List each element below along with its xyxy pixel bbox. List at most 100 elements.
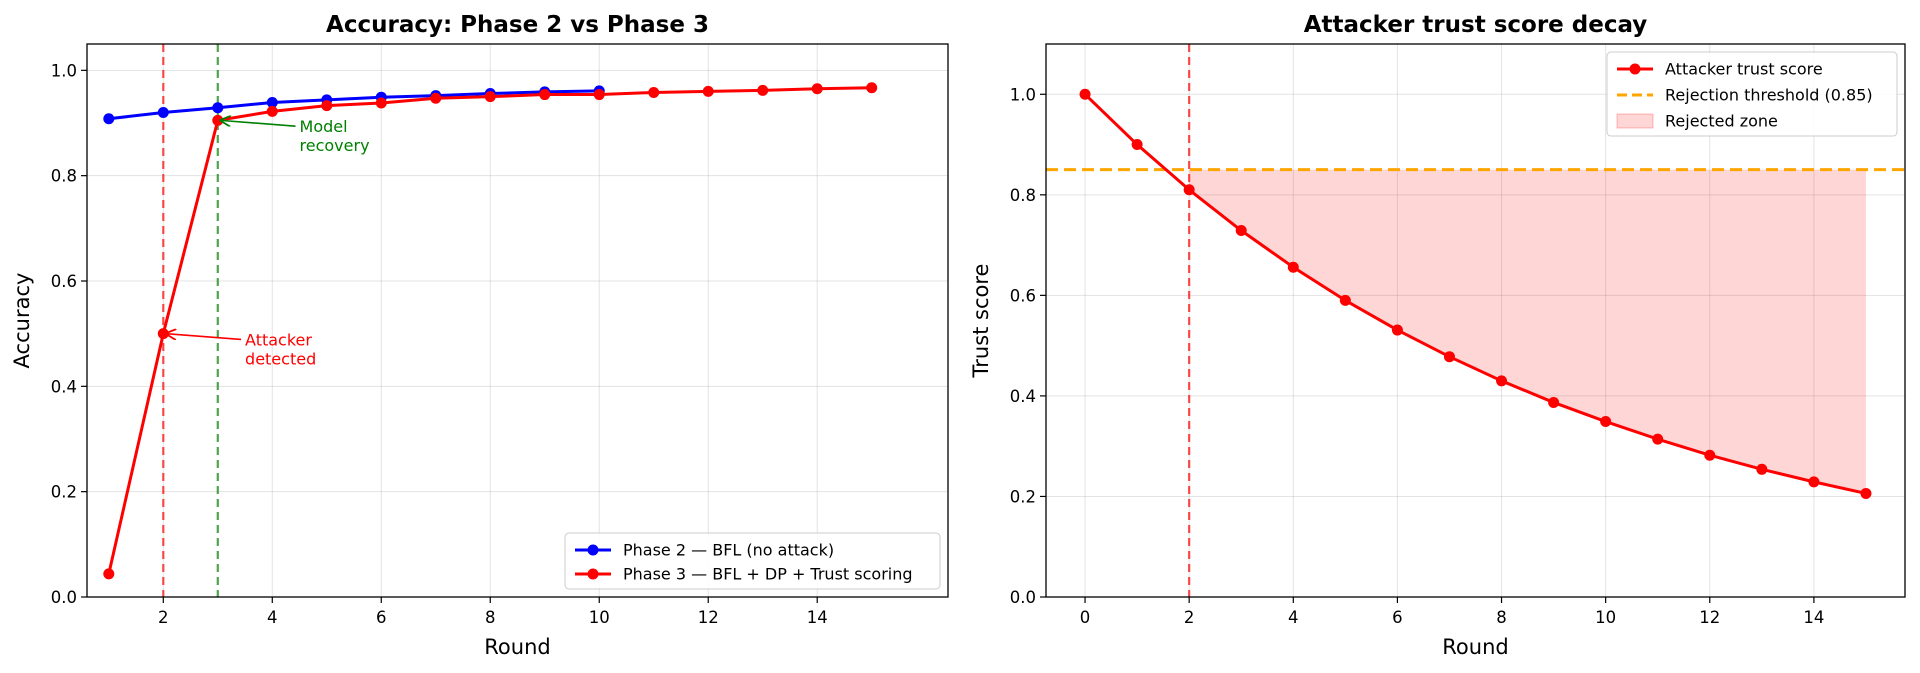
- data-point: [1183, 184, 1195, 196]
- x-axis-label: Round: [1442, 635, 1508, 659]
- annotation-text: Attacker: [245, 330, 312, 349]
- data-point: [321, 100, 333, 112]
- y-tick-label: 0.6: [1010, 286, 1036, 305]
- data-point: [157, 106, 169, 118]
- legend: Phase 2 — BFL (no attack) Phase 3 — BFL +…: [564, 532, 941, 590]
- rejected-zone-area: [1189, 169, 1866, 494]
- y-ticks: 0.0 0.2 0.4 0.6 0.8 1.0: [51, 61, 87, 607]
- data-point: [593, 89, 605, 101]
- legend-entry: Rejected zone: [1665, 112, 1778, 131]
- data-point: [430, 92, 442, 104]
- legend-marker: [1629, 63, 1641, 75]
- y-tick-label: 0.2: [51, 483, 77, 502]
- plot-frame: [1045, 43, 1906, 598]
- series-line: [108, 89, 600, 121]
- legend-swatch: [1616, 113, 1654, 129]
- data-point: [648, 86, 660, 98]
- legend-entry: Attacker trust score: [1665, 60, 1823, 79]
- x-tick-label: 6: [376, 608, 387, 627]
- x-tick-label: 12: [1699, 608, 1720, 627]
- x-axis-label: Round: [484, 635, 550, 659]
- legend-entry: Rejection threshold (0.85): [1665, 86, 1873, 105]
- data-point: [866, 82, 878, 94]
- data-point: [212, 102, 224, 114]
- y-tick-label: 0.6: [51, 272, 77, 291]
- legend-entry: Phase 2 — BFL (no attack): [623, 541, 834, 560]
- data-point: [811, 83, 823, 95]
- series-layer: [103, 82, 878, 580]
- x-tick-label: 8: [1496, 608, 1507, 627]
- y-axis-label: Accuracy: [10, 273, 34, 369]
- y-tick-label: 0.4: [1010, 387, 1036, 406]
- chart-title: Accuracy: Phase 2 vs Phase 3: [326, 12, 709, 38]
- annotation-text: recovery: [300, 136, 370, 155]
- x-tick-label: 2: [158, 608, 169, 627]
- data-point: [103, 568, 115, 580]
- data-point: [1600, 416, 1612, 428]
- x-tick-label: 12: [698, 608, 719, 627]
- x-tick-label: 14: [807, 608, 828, 627]
- chart-title: Attacker trust score decay: [1304, 12, 1648, 38]
- annotation-text: detected: [245, 349, 316, 368]
- legend-box: [1606, 51, 1898, 137]
- y-tick-label: 0.0: [1010, 588, 1036, 607]
- x-ticks: 0 2 4 6 8 10 12 14: [1080, 597, 1824, 627]
- x-tick-label: 2: [1184, 608, 1195, 627]
- x-tick-label: 8: [485, 608, 496, 627]
- y-tick-label: 1.0: [1010, 85, 1036, 104]
- data-point: [1131, 139, 1143, 151]
- series-layer: [1079, 88, 1872, 499]
- data-point: [539, 89, 551, 101]
- data-point: [1652, 433, 1664, 445]
- data-point: [266, 96, 278, 108]
- data-point: [757, 84, 769, 96]
- y-tick-label: 1.0: [51, 61, 77, 80]
- data-point: [1860, 487, 1872, 499]
- annotation-arrow: [221, 120, 296, 127]
- data-point: [1079, 88, 1091, 100]
- x-tick-label: 10: [1595, 608, 1616, 627]
- x-tick-label: 4: [1288, 608, 1299, 627]
- x-ticks: 2 4 6 8 10 12 14: [158, 597, 828, 627]
- y-tick-label: 0.0: [51, 588, 77, 607]
- legend-marker: [587, 544, 599, 556]
- reference-vlines: [162, 44, 219, 597]
- annotation-arrow: [166, 334, 242, 341]
- rejected-zone-fill: [1189, 169, 1866, 494]
- y-tick-label: 0.8: [1010, 186, 1036, 205]
- data-point: [1548, 396, 1560, 408]
- data-point: [484, 91, 496, 103]
- data-point: [1756, 463, 1768, 475]
- data-point: [702, 85, 714, 97]
- data-point: [1339, 294, 1351, 306]
- x-tick-label: 0: [1080, 608, 1091, 627]
- x-tick-label: 4: [267, 608, 278, 627]
- data-point: [1235, 225, 1247, 237]
- plot-frame: [86, 43, 949, 598]
- x-tick-label: 6: [1392, 608, 1403, 627]
- data-point: [1704, 449, 1716, 461]
- data-point: [1808, 476, 1820, 488]
- series-line: [1084, 93, 1867, 495]
- legend: Attacker trust score Rejection threshold …: [1606, 51, 1898, 137]
- y-tick-label: 0.4: [51, 377, 77, 396]
- y-ticks: 0.0 0.2 0.4 0.6 0.8 1.0: [1010, 85, 1046, 607]
- data-point: [266, 105, 278, 117]
- annotation-text: Model: [300, 117, 348, 136]
- data-point: [375, 97, 387, 109]
- x-tick-label: 14: [1803, 608, 1824, 627]
- data-point: [1287, 261, 1299, 273]
- trust-score-chart: 0 2 4 6 8 10 12 14 0.0 0.2 0.4 0.6 0.8 1.0 Attacker …: [969, 12, 1906, 659]
- data-point: [103, 113, 115, 125]
- data-point: [1443, 351, 1455, 363]
- plot-background: [87, 44, 948, 597]
- y-tick-label: 0.2: [1010, 487, 1036, 506]
- data-point: [1391, 324, 1403, 336]
- legend-marker: [587, 568, 599, 580]
- y-axis-label: Trust score: [969, 264, 993, 379]
- legend-entry: Phase 3 — BFL + DP + Trust scoring: [623, 565, 913, 584]
- y-tick-label: 0.8: [51, 167, 77, 186]
